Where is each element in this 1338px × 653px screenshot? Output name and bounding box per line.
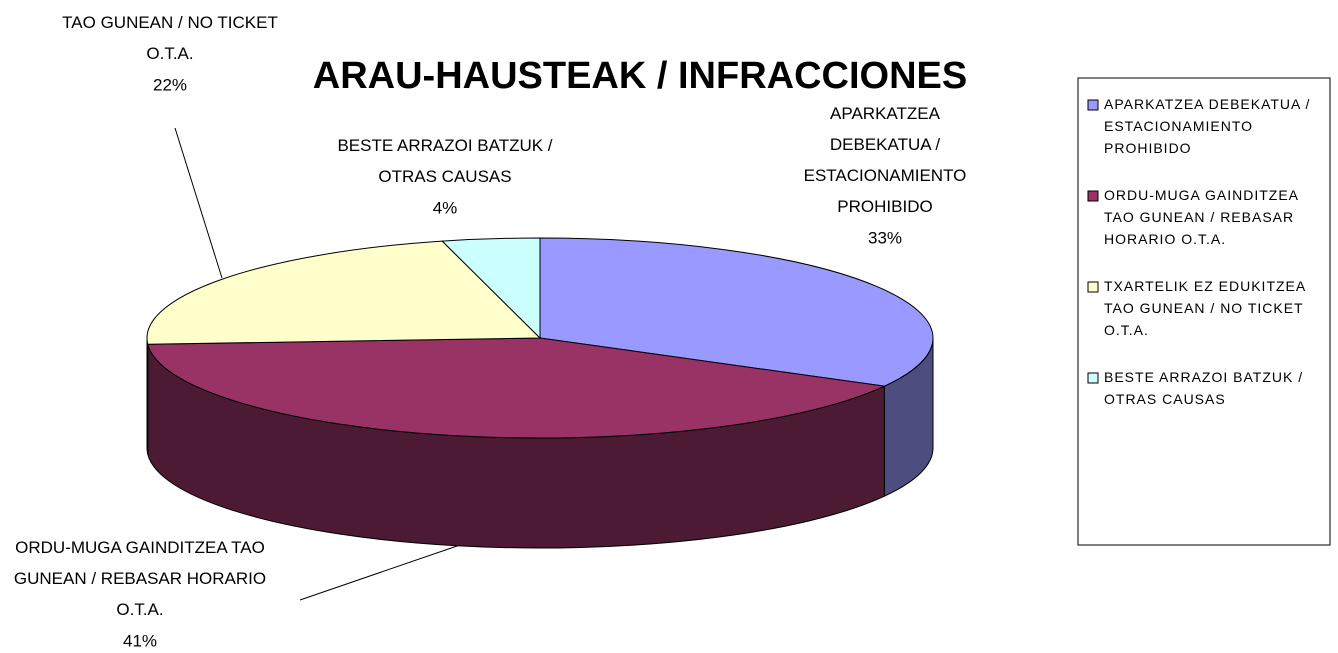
legend-label: TXARTELIK EZ EDUKITZEA TAO GUNEAN / NO TI… (1104, 278, 1306, 338)
leader-line (174, 127, 223, 279)
legend-label: BESTE ARRAZOI BATZUK / OTRAS CAUSAS (1104, 369, 1303, 407)
legend-swatch (1087, 281, 1099, 293)
leader-line (299, 544, 461, 601)
data-value-label: 33% (868, 228, 902, 247)
slice (441, 237, 541, 340)
legend-label: ORDU-MUGA GAINDITZEA TAO GUNEAN / REBASAR… (1104, 187, 1299, 247)
data-value-label: 41% (123, 631, 157, 650)
chart-title: ARAU-HAUSTEAK / INFRACCIONES (313, 55, 967, 97)
data-value-label: 4% (433, 198, 458, 217)
legend-swatch (1087, 190, 1099, 202)
legend-swatch (1087, 372, 1099, 384)
slice-side (146, 337, 149, 455)
data-value-label: 22% (153, 75, 187, 94)
legend-label: APARKATZEA DEBEKATUA / ESTACIONAMIENTO PRO… (1104, 96, 1310, 156)
data-label: APARKATZEA DEBEKATUA / ESTACIONAMIENTO PROH… (804, 104, 967, 216)
legend-swatch (1087, 99, 1099, 111)
legend-box (1077, 77, 1331, 546)
slice (147, 337, 887, 439)
data-label: ORDU-MUGA GAINDITZEA TAO GUNEAN / REBASAR… (14, 538, 266, 619)
slice (539, 237, 934, 387)
slice (146, 240, 542, 345)
data-label: BESTE ARRAZOI BATZUK / OTRAS CAUSAS (337, 136, 552, 186)
